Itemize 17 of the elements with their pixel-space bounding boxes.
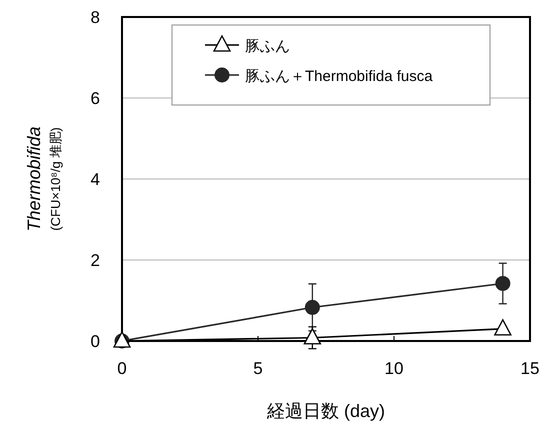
x-tick-label: 10: [384, 359, 404, 378]
point: [495, 276, 510, 291]
point: [304, 328, 322, 344]
point: [494, 319, 512, 336]
x-tick-label: 5: [253, 359, 263, 378]
y-tick-label: 6: [90, 89, 100, 108]
y-tick-label: 4: [90, 170, 100, 189]
legend-label: 豚ふん＋Thermobifida fusca: [245, 68, 434, 85]
x-tick-label: 0: [117, 359, 127, 378]
y-tick-label: 0: [90, 332, 100, 351]
point: [304, 300, 320, 315]
y-tick-label: 2: [90, 251, 100, 270]
x-axis-title: 経過日数 (day): [266, 401, 386, 421]
legend-label: 豚ふん: [245, 38, 290, 55]
y-axis-title: Thermobifida (CFU×10⁸/g 堆肥): [24, 126, 63, 232]
x-tick-label: 15: [520, 359, 540, 378]
y-tick-label: 8: [90, 8, 100, 27]
